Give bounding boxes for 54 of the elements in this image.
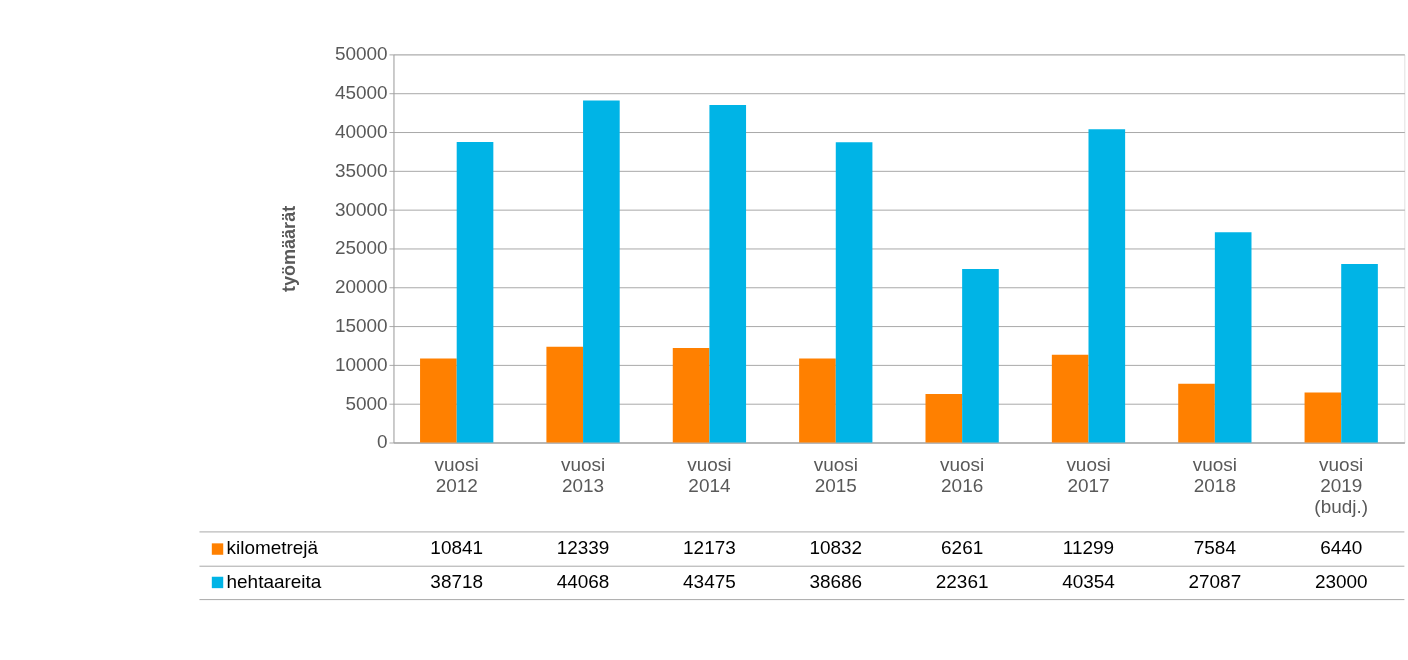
data-label: 6261 (941, 537, 984, 559)
legend-label: kilometrejä (226, 537, 319, 559)
data-label: 23000 (1314, 570, 1368, 592)
x-tick-label: vuosi 2012 (434, 453, 479, 496)
data-label: 27087 (1188, 570, 1242, 592)
y-tick-label: 35000 (334, 159, 388, 181)
data-label: 12339 (556, 537, 610, 559)
bar (672, 348, 710, 443)
y-tick-label: 45000 (334, 82, 388, 104)
data-label: 44068 (556, 570, 610, 592)
bar (583, 100, 620, 443)
bar (1051, 354, 1089, 443)
data-label: 10832 (809, 537, 863, 559)
x-tick-label: vuosi 2017 (1066, 453, 1111, 496)
bar (709, 105, 747, 443)
bar (799, 358, 836, 443)
x-tick-label: vuosi 2014 (687, 453, 732, 496)
data-label: 7584 (1193, 537, 1236, 559)
y-tick-label: 20000 (334, 276, 388, 298)
bar (1178, 383, 1215, 443)
x-tick-label: vuosi 2016 (940, 453, 985, 496)
y-tick-label: 50000 (334, 43, 388, 65)
y-tick-label: 25000 (334, 237, 388, 259)
y-tick-label: 30000 (334, 198, 388, 220)
x-tick-label: vuosi 2015 (813, 453, 858, 496)
bar (925, 393, 963, 443)
bar (420, 358, 457, 443)
bar (456, 142, 494, 443)
data-label: 38686 (809, 570, 863, 592)
data-label: 12173 (683, 537, 736, 559)
data-label: 22361 (935, 570, 989, 592)
bar (962, 268, 999, 443)
y-tick-label: 15000 (334, 314, 388, 336)
x-tick-label: vuosi 2013 (560, 453, 606, 496)
bar (546, 346, 584, 443)
y-tick-label: 40000 (334, 120, 388, 142)
y-tick-label: 10000 (334, 353, 388, 375)
data-label: 43475 (683, 570, 736, 592)
bar (1214, 232, 1252, 443)
bar (835, 142, 873, 443)
x-tick-label: vuosi 2019 (budj.) (1314, 453, 1369, 517)
y-tick-label: 5000 (345, 392, 388, 414)
bar (1304, 392, 1342, 443)
x-tick-label: vuosi 2018 (1192, 453, 1237, 496)
legend-label: hehtaareita (226, 570, 322, 592)
y-tick-label: 0 (377, 431, 388, 453)
bar (1341, 264, 1378, 443)
data-label: 38718 (430, 570, 484, 592)
data-label: 40354 (1062, 570, 1115, 592)
bar (1088, 129, 1126, 443)
data-label: 10841 (430, 537, 484, 559)
data-label: 6440 (1320, 537, 1363, 559)
data-label: 11299 (1062, 537, 1115, 559)
y-axis-title: työmäärät (279, 205, 300, 293)
